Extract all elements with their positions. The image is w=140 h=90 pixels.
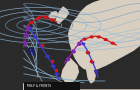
Circle shape (83, 38, 86, 40)
Circle shape (44, 16, 47, 18)
Polygon shape (51, 65, 55, 68)
Point (51, 60, 53, 62)
Circle shape (97, 36, 100, 38)
Circle shape (67, 59, 69, 61)
Polygon shape (81, 43, 85, 45)
Circle shape (90, 36, 93, 38)
Polygon shape (49, 12, 57, 20)
Polygon shape (94, 71, 98, 73)
Polygon shape (33, 36, 37, 39)
Circle shape (73, 51, 75, 53)
Circle shape (37, 17, 40, 19)
Polygon shape (56, 7, 69, 23)
Polygon shape (83, 4, 109, 23)
Point (55, 69, 57, 71)
Polygon shape (72, 50, 75, 52)
Text: MSLP & FRONTS: MSLP & FRONTS (27, 84, 51, 88)
FancyBboxPatch shape (24, 82, 80, 90)
Bar (0, 0, 24, 90)
Circle shape (111, 42, 114, 44)
Circle shape (27, 28, 30, 30)
Polygon shape (24, 84, 140, 90)
Point (86, 51, 88, 53)
Polygon shape (62, 58, 78, 83)
Polygon shape (67, 58, 70, 59)
Point (41, 44, 43, 46)
Polygon shape (45, 55, 49, 58)
Polygon shape (87, 63, 95, 83)
Circle shape (24, 42, 27, 44)
Circle shape (30, 22, 33, 23)
Polygon shape (39, 45, 43, 48)
Polygon shape (28, 27, 32, 30)
Polygon shape (78, 42, 81, 44)
Polygon shape (23, 41, 26, 43)
Text: H: H (27, 48, 34, 57)
Circle shape (26, 35, 28, 37)
Polygon shape (91, 62, 94, 63)
Polygon shape (69, 0, 140, 70)
Circle shape (78, 44, 81, 45)
Polygon shape (55, 73, 59, 76)
Circle shape (104, 39, 107, 41)
Polygon shape (24, 34, 28, 36)
Polygon shape (87, 52, 90, 54)
Polygon shape (26, 27, 29, 29)
Point (90, 60, 92, 62)
Circle shape (51, 19, 54, 21)
